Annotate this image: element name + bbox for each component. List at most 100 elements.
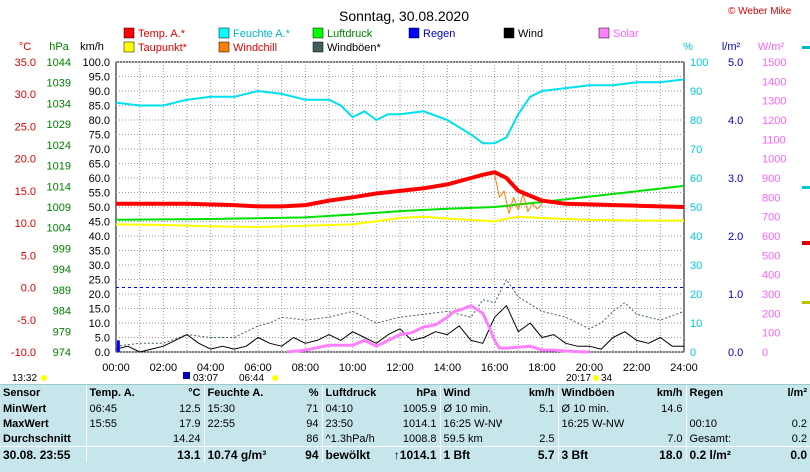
legend-item: Windchill [218,41,277,54]
weather-chart: Sonntag, 30.08.2020 © Weber Mike Temp. A… [11,6,810,384]
stats-cell: 04:10 [321,401,384,416]
legend-item: Temp. A.* [123,27,186,40]
stats-cell: ↑1014.1 [384,446,440,462]
stats-cell: 14.24 [172,432,201,445]
legend-label: Solar [613,28,639,40]
stats-cell: 15:55 [85,416,148,431]
temp-tick-label: 35.0 [15,57,36,69]
stats-cell [685,401,764,416]
wind-tick-label: 0.0 [95,347,110,359]
stats-cell [203,431,270,447]
dewpoint-edge-marker [802,301,810,304]
legend-swatch [312,41,324,53]
stats-cell: 16:25 W-NW 16.9 [439,416,502,431]
legend-swatch [503,27,515,39]
wind-tick-label: 55.0 [89,188,110,200]
stats-cell: Gesamt: [685,431,764,447]
solar-tick-label: 1400 [762,76,786,88]
pressure-tick-label: 984 [53,306,71,318]
pressure-tick-label: 1039 [47,78,71,90]
stats-cell: 94 [270,446,322,462]
chart-grid [115,61,685,353]
sunrise-sun-icon [41,375,47,381]
wind-tick-label: 70.0 [89,144,110,156]
rain-tick-label: 4.0 [728,115,743,127]
stats-cell: 86 [306,432,319,445]
humidity-tick-label: 20 [690,289,702,301]
stats-cell: 22:55 [203,416,270,431]
pressure-tick-label: 1014 [47,181,71,193]
stats-cell: 16:25 W-NW 29.3 [557,416,626,431]
stats-cell: Luftdruck [321,385,384,401]
solar-tick-label: 100 [762,328,780,340]
wind-tick-label: 95.0 [89,72,110,84]
stats-cell: l/m² [787,387,807,399]
stats-cell: MaxWert [3,417,49,430]
humidity-tick-label: 90 [690,86,702,98]
stats-row: MaxWert 15:55 17.9 22:55 94 23:50 1014.1 16:25 … [0,416,810,431]
stats-cell: 0.2 [791,432,807,445]
wind-tick-label: 60.0 [89,173,110,185]
time-tick-label: 02:00 [150,362,178,374]
chart-legend: Temp. A.* Feuchte A.* Luftdruck Regen Wind So… [123,27,639,54]
legend-swatch [408,27,420,39]
wind-tick-label: 15.0 [89,304,110,316]
stats-cell: MinWert [3,402,47,415]
legend-item: Regen [408,27,455,40]
stats-cell: 30.08. 23:55 [0,446,86,462]
humidity-tick-label: 70 [690,144,702,156]
series-regen-bar [116,340,120,352]
solar-tick-label: 500 [762,250,780,262]
pressure-unit-label: hPa [49,41,69,53]
humidity-edge-marker [802,186,810,189]
stats-cell [85,431,148,447]
stats-cell [557,431,626,447]
temp-tick-label: -5.0 [17,315,36,327]
legend-swatch [218,41,230,53]
temp-tick-label: 20.0 [15,154,36,166]
stats-cell [764,401,810,416]
humidity-tick-label: 100 [690,57,708,69]
time-tick-label: 14:00 [434,362,462,374]
legend-swatch [598,27,610,39]
wind-tick-label: 45.0 [89,217,110,229]
stats-cell: 14.6 [661,402,683,415]
solar-tick-label: 1500 [762,57,786,69]
wind-unit-label: km/h [80,41,104,53]
stats-cell: 15:30 [203,401,270,416]
stats-cell: 5.7 [502,446,558,462]
pressure-tick-label: 1034 [47,98,71,110]
stats-cell: 5.1 [539,402,555,415]
solar-tick-label: 800 [762,192,780,204]
series-windchill-line [494,174,543,214]
humidity-unit-label: % [683,41,693,53]
solar-tick-label: 1200 [762,115,786,127]
stats-cell: 0.2 [791,417,807,430]
stats-cell [626,416,686,431]
stats-cell: 00:10 [685,416,764,431]
wind-tick-label: 85.0 [89,101,110,113]
solar-tick-label: 1000 [762,154,786,166]
temp-tick-label: 15.0 [15,186,36,198]
stats-cell: bewölkt [321,446,384,462]
wind-tick-label: 75.0 [89,130,110,142]
stats-cell: 71 [306,402,319,415]
legend-item: Windböen* [312,41,382,54]
stats-cell: 0.0 [764,446,810,462]
statistics-table: Sensor Temp. A. °C Feuchte A.% Luftdruck hPa W… [0,384,810,472]
legend-swatch [123,27,135,39]
stats-cell: 1008.8 [402,432,437,445]
pressure-tick-label: 1019 [47,161,71,173]
plot-area [115,46,810,354]
legend-item: Luftdruck [312,27,373,40]
stats-cell: Regen [685,385,764,401]
time-tick-label: 10:00 [339,362,367,374]
feuchte-top-marker [802,46,810,49]
stats-cell [502,416,558,431]
time-tick-label: 06:00 [244,362,272,374]
series-luftdruck-line [115,184,685,221]
pressure-tick-label: 1009 [47,202,71,214]
stats-cell: 1005.9 [402,402,437,415]
wind-tick-label: 65.0 [89,159,110,171]
time-tick-label: 12:00 [386,362,414,374]
